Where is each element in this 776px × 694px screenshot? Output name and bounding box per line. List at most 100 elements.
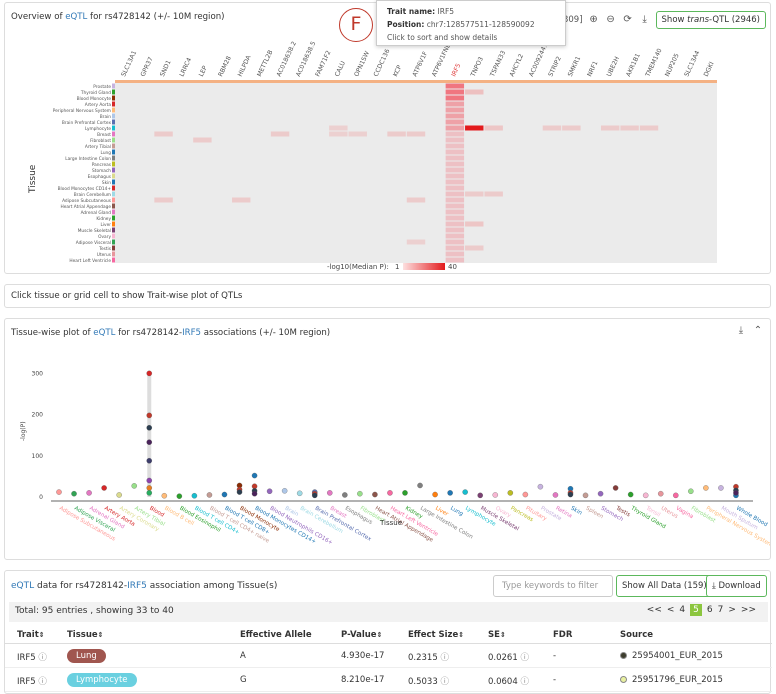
gene-link[interactable]: IRF5 <box>127 581 147 591</box>
tissue-label[interactable]: Large Intestine Colon <box>65 156 111 162</box>
page-link[interactable]: > <box>728 605 736 615</box>
info-icon[interactable]: ⓘ <box>437 653 449 663</box>
heatmap-cell[interactable] <box>639 125 659 131</box>
info-icon[interactable]: ⓘ <box>517 677 529 687</box>
data-point[interactable] <box>688 488 694 494</box>
heatmap-cell[interactable] <box>270 131 290 137</box>
x-tick-label[interactable]: Lung <box>449 506 464 518</box>
data-point[interactable] <box>718 485 724 491</box>
heatmap-cell[interactable] <box>348 131 367 137</box>
heatmap-cell-irf5[interactable] <box>445 83 465 89</box>
heatmap-cell[interactable] <box>465 245 484 251</box>
data-point[interactable] <box>507 490 514 496</box>
data-point[interactable] <box>492 492 499 498</box>
data-point[interactable] <box>462 489 468 495</box>
tissue-label[interactable]: Ovary <box>98 234 111 240</box>
data-point[interactable] <box>146 477 153 484</box>
heatmap-cell-irf5[interactable] <box>445 215 465 221</box>
gene-label[interactable]: STRIP2 <box>547 55 562 78</box>
tissue-label[interactable]: Artery Tibial <box>85 144 111 150</box>
heatmap-cell-irf5[interactable] <box>445 161 465 167</box>
heatmap-cell-irf5[interactable] <box>445 89 465 95</box>
tissue-pill[interactable]: Lung <box>67 649 106 663</box>
tissue-label[interactable]: Pancreas <box>92 162 112 168</box>
tissue-label[interactable]: Liver <box>100 222 111 228</box>
zoom-in-icon[interactable]: ⊕ <box>589 14 598 25</box>
data-point[interactable] <box>657 490 664 497</box>
tissue-pill[interactable]: Lymphocyte <box>67 673 137 687</box>
info-icon[interactable]: ⓘ <box>517 653 529 663</box>
heatmap-cell-irf5[interactable] <box>445 95 465 101</box>
table-row[interactable]: IRF5 ⓘ Lymphocyte G 8.210e-17 0.5033 ⓘ 0.0604… <box>5 670 772 692</box>
heatmap-cell[interactable] <box>465 191 484 197</box>
data-point[interactable] <box>627 491 634 498</box>
gene-label[interactable]: AC018638.2 <box>276 40 298 77</box>
heatmap-cell-irf5[interactable] <box>445 131 465 137</box>
heatmap-cell-irf5[interactable] <box>445 155 465 161</box>
gene-label[interactable]: HILPDA <box>237 54 253 78</box>
heatmap-cell[interactable] <box>329 125 348 131</box>
tissue-label[interactable]: Fibroblast <box>90 138 111 144</box>
data-point[interactable] <box>733 490 739 496</box>
data-point[interactable] <box>432 491 438 498</box>
data-point[interactable] <box>342 492 348 498</box>
tissue-label[interactable]: Brain <box>100 114 112 120</box>
sort-icon[interactable]: ⇕ <box>376 631 383 639</box>
heatmap-cell-irf5[interactable] <box>445 107 465 113</box>
heatmap-cell-irf5[interactable] <box>445 113 465 119</box>
tissue-label[interactable]: Artery Aorta <box>85 102 112 108</box>
data-point[interactable] <box>146 425 153 431</box>
data-point[interactable] <box>251 472 258 479</box>
download-icon[interactable]: ⤓ <box>738 325 744 336</box>
gene-label[interactable]: LRRC4 <box>178 57 193 78</box>
sort-icon[interactable]: ⇕ <box>38 631 45 639</box>
heatmap-cell-irf5[interactable] <box>445 143 465 149</box>
tissue-label[interactable]: Lymphocyte <box>85 126 111 132</box>
eqtl-link[interactable]: eQTL <box>65 12 88 22</box>
heatmap-cell-irf5[interactable] <box>445 125 465 131</box>
heatmap-cell-irf5[interactable] <box>445 245 465 251</box>
heatmap-cell[interactable] <box>542 125 562 131</box>
tissue-label[interactable]: Heart Left Ventricle <box>69 258 111 264</box>
heatmap-cell-irf5[interactable] <box>445 191 465 197</box>
tissue-label[interactable]: Breast <box>97 132 111 138</box>
data-point[interactable] <box>552 492 559 498</box>
tissue-label[interactable]: Uterus <box>97 252 112 258</box>
data-point[interactable] <box>537 483 544 490</box>
download-button[interactable]: ⤓ Download <box>706 575 767 597</box>
heatmap-cell-irf5[interactable] <box>445 257 465 263</box>
heatmap-chart[interactable]: SLC13A1 GPR37 SND1 LRRC4 LEP RBM28 HILPDA METTL… <box>5 23 770 273</box>
heatmap-cell-irf5[interactable] <box>445 239 465 245</box>
data-point[interactable] <box>582 492 589 499</box>
gene-label[interactable]: CALU <box>334 60 347 78</box>
info-icon[interactable]: ⓘ <box>35 677 47 687</box>
tissue-label[interactable]: Heart Atrial Appendage <box>60 204 111 210</box>
data-point[interactable] <box>161 493 168 499</box>
data-point[interactable] <box>266 488 273 494</box>
table-row[interactable]: IRF5 ⓘ Lung A 4.930e-17 0.2315 ⓘ 0.0261 ⓘ -259… <box>5 646 772 668</box>
data-point[interactable] <box>146 457 153 464</box>
tissue-label[interactable]: Brain Prefrontal Cortex <box>62 120 112 126</box>
data-point[interactable] <box>417 482 423 489</box>
gene-label[interactable]: FAM71F2 <box>314 50 332 78</box>
tissue-label[interactable]: Testis <box>98 246 112 252</box>
data-point[interactable] <box>116 492 122 498</box>
tissue-label[interactable]: Lung <box>101 150 112 156</box>
gene-label[interactable]: ATP6V1F <box>411 50 429 78</box>
gene-label[interactable]: ATP6V1FNB <box>431 42 452 77</box>
data-point[interactable] <box>311 492 318 499</box>
heatmap-cell[interactable] <box>600 125 620 131</box>
heatmap-cell[interactable] <box>465 125 484 131</box>
data-point[interactable] <box>146 370 153 377</box>
heatmap-cell-irf5[interactable] <box>445 167 465 173</box>
heatmap-cell[interactable] <box>154 197 173 203</box>
gene-label[interactable]: NRF1 <box>586 60 599 78</box>
search-input[interactable]: Type keywords to filter <box>493 575 613 597</box>
info-icon[interactable]: ⓘ <box>35 653 47 663</box>
gene-label[interactable]: AC018638.5 <box>295 40 317 77</box>
data-point[interactable] <box>567 491 574 498</box>
tissue-label[interactable]: Brain Cerebellum <box>74 192 111 198</box>
data-point[interactable] <box>642 492 649 499</box>
data-point[interactable] <box>221 491 228 498</box>
tissue-label[interactable]: Peripheral Nervous System <box>53 108 111 114</box>
